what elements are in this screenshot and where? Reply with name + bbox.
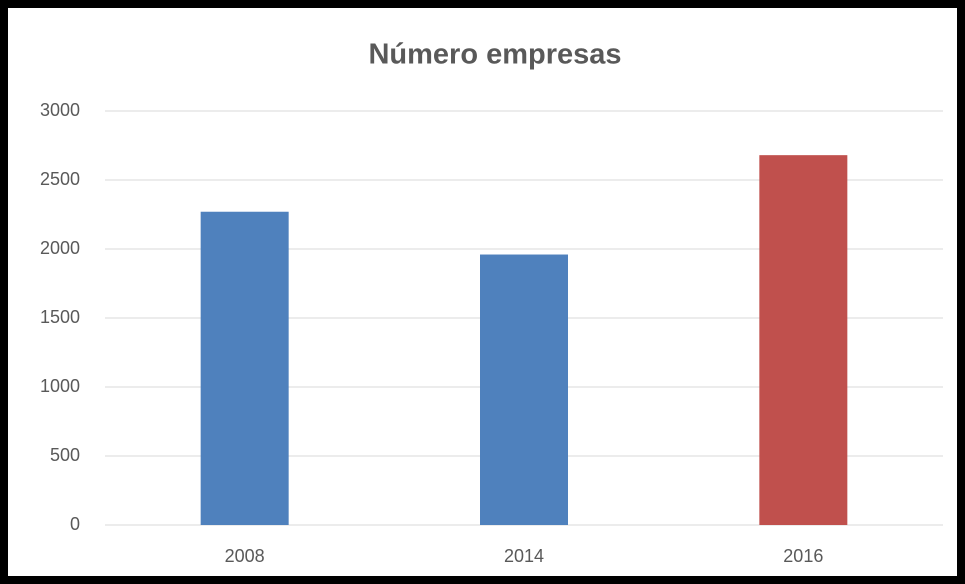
bar xyxy=(480,254,568,525)
bar xyxy=(200,211,289,526)
y-tick-label: 3000 xyxy=(40,100,80,120)
y-tick-label: 2000 xyxy=(40,238,80,258)
y-tick-label: 1500 xyxy=(40,307,80,327)
bar xyxy=(759,155,848,525)
x-tick-label: 2008 xyxy=(225,546,265,566)
x-tick-label: 2014 xyxy=(504,546,544,566)
y-tick-label: 500 xyxy=(50,445,80,465)
y-tick-label: 2500 xyxy=(40,169,80,189)
chart-title: Número empresas xyxy=(368,39,621,71)
y-tick-label: 1000 xyxy=(40,376,80,396)
y-tick-label: 0 xyxy=(70,514,80,534)
x-tick-label: 2016 xyxy=(783,546,823,566)
